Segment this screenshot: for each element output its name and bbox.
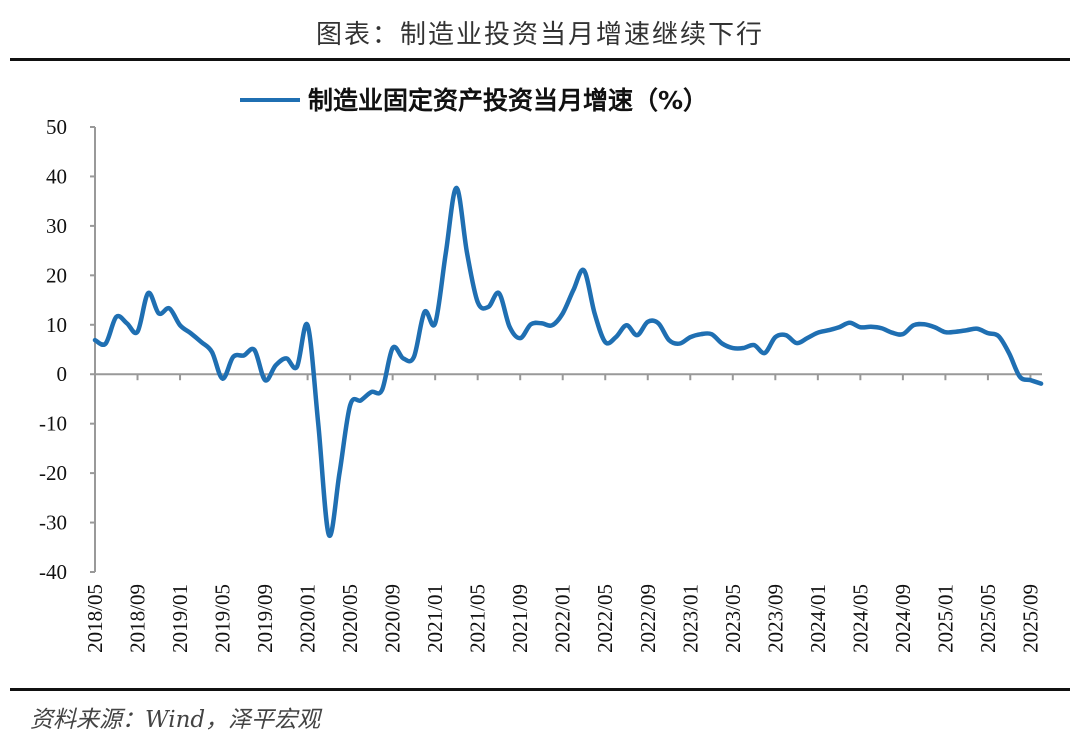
y-tick-label: -20 bbox=[39, 461, 67, 485]
x-tick-label: 2022/01 bbox=[551, 584, 575, 653]
x-tick-label: 2021/05 bbox=[466, 584, 490, 653]
legend: 制造业固定资产投资当月增速（%） bbox=[240, 86, 708, 115]
y-tick-label: 40 bbox=[46, 164, 67, 188]
x-tick-label: 2023/01 bbox=[678, 584, 702, 653]
y-tick-label: 10 bbox=[46, 313, 67, 337]
y-tick-label: 0 bbox=[57, 362, 68, 386]
x-tick-label: 2024/01 bbox=[806, 584, 830, 653]
y-tick-label: -10 bbox=[39, 412, 67, 436]
x-tick-label: 2018/09 bbox=[126, 584, 150, 653]
top-rule bbox=[10, 58, 1070, 61]
x-tick-label: 2018/05 bbox=[83, 584, 107, 653]
y-tick-label: -40 bbox=[39, 560, 67, 584]
x-tick-label: 2023/09 bbox=[763, 584, 787, 653]
x-tick-label: 2019/09 bbox=[253, 584, 277, 653]
x-tick-label: 2020/09 bbox=[381, 584, 405, 653]
x-tick-label: 2024/09 bbox=[891, 584, 915, 653]
legend-label: 制造业固定资产投资当月增速（%） bbox=[308, 86, 708, 115]
x-tick-label: 2019/05 bbox=[211, 584, 235, 653]
x-tick-label: 2022/05 bbox=[593, 584, 617, 653]
y-tick-label: 50 bbox=[46, 115, 67, 139]
y-tick-label: -30 bbox=[39, 511, 67, 535]
x-tick-label: 2024/05 bbox=[848, 584, 872, 653]
figure-title: 图表：制造业投资当月增速继续下行 bbox=[315, 20, 764, 50]
x-tick-label: 2020/05 bbox=[338, 584, 362, 653]
x-tick-label: 2019/01 bbox=[168, 584, 192, 653]
x-tick-label: 2021/09 bbox=[508, 584, 532, 653]
x-tick-label: 2020/01 bbox=[296, 584, 320, 653]
y-tick-label: 30 bbox=[46, 214, 67, 238]
source-note: 资料来源：Wind，泽平宏观 bbox=[30, 707, 321, 733]
x-tick-label: 2022/09 bbox=[636, 584, 660, 653]
x-tick-label: 2025/05 bbox=[976, 584, 1000, 653]
x-tick-label: 2021/01 bbox=[423, 584, 447, 653]
x-tick-label: 2025/09 bbox=[1018, 584, 1042, 653]
series-line bbox=[92, 185, 1044, 538]
x-tick-label: 2023/05 bbox=[721, 584, 745, 653]
bottom-rule bbox=[10, 688, 1070, 691]
y-tick-label: 20 bbox=[46, 263, 67, 287]
x-tick-label: 2025/01 bbox=[933, 584, 957, 653]
